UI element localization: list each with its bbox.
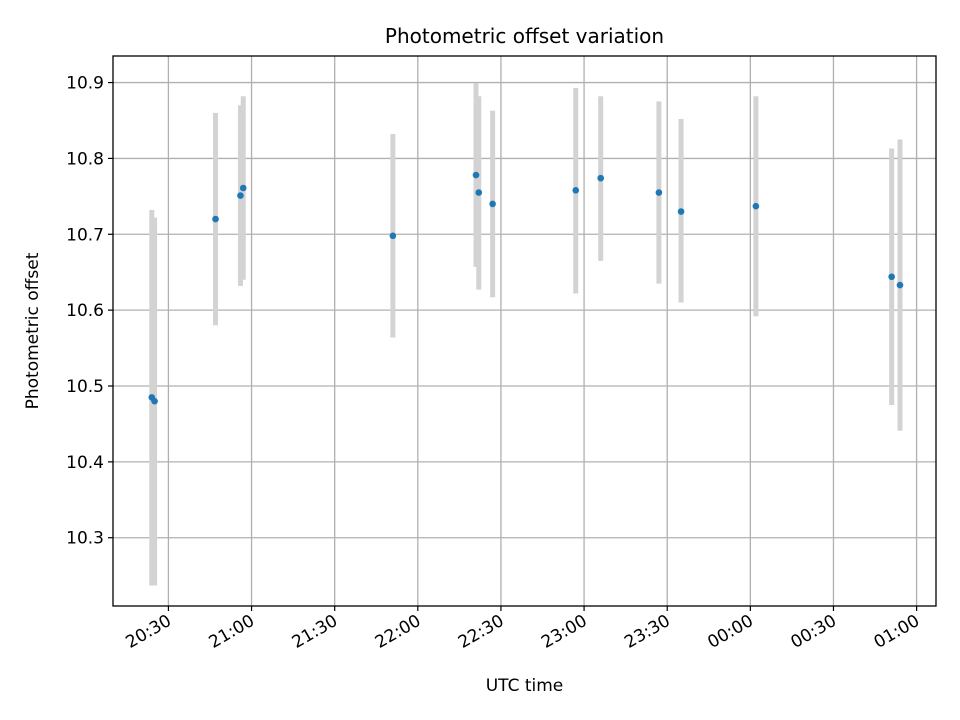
- chart-title: Photometric offset variation: [385, 24, 664, 48]
- y-axis-ticks: 10.3 10.4 10.5 10.6 10.7 10.8 10.9: [66, 74, 113, 549]
- data-point: [212, 215, 219, 223]
- data-point: [475, 189, 483, 196]
- y-tick-label: 10.3: [66, 529, 104, 549]
- grid: [113, 56, 936, 606]
- data-point: [752, 202, 760, 210]
- y-tick-label: 10.9: [66, 74, 104, 94]
- y-tick-label: 10.8: [66, 149, 104, 169]
- data-point: [389, 232, 397, 240]
- x-axis-label: UTC time: [486, 676, 564, 696]
- y-tick-label: 10.6: [66, 301, 104, 321]
- data-point: [896, 281, 904, 289]
- plot-area-frame: [112, 55, 937, 607]
- data-point: [888, 273, 895, 281]
- data-point: [677, 208, 685, 215]
- data-point: [237, 192, 244, 199]
- data-point: [597, 174, 605, 182]
- data-point: [472, 171, 480, 179]
- data-point: [655, 189, 663, 196]
- data-point: [489, 200, 496, 208]
- data-point: [239, 184, 247, 192]
- y-tick-label: 10.5: [66, 377, 104, 397]
- y-axis-label: Photometric offset: [23, 252, 43, 409]
- data-point: [151, 397, 158, 405]
- data-points: [148, 171, 904, 405]
- y-tick-label: 10.7: [66, 225, 104, 245]
- data-point: [572, 186, 580, 194]
- y-tick-label: 10.4: [66, 453, 104, 473]
